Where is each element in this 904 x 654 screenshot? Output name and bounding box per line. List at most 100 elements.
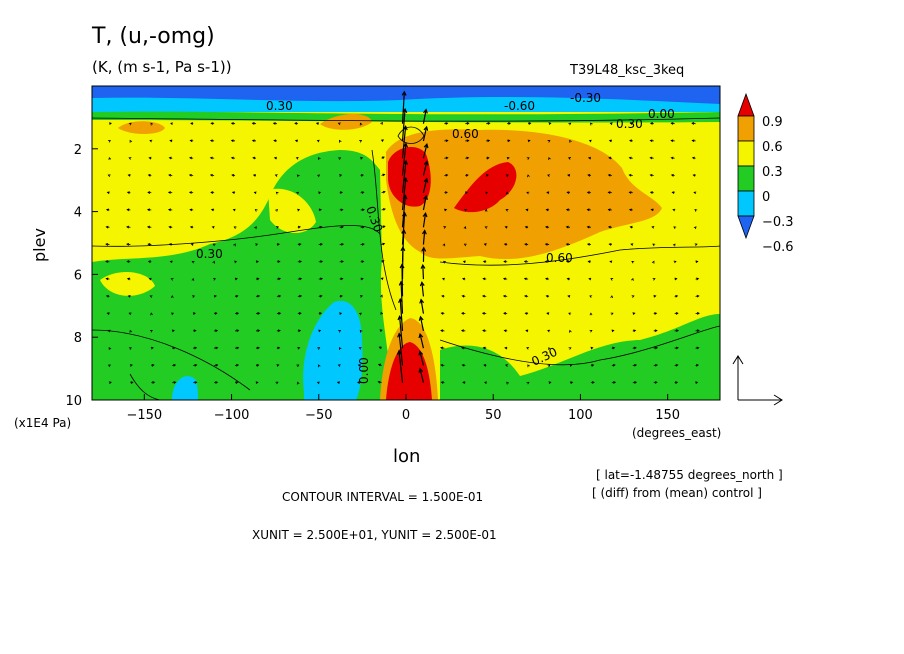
colorbar-swatch	[737, 115, 755, 142]
vector-arrow-head	[611, 329, 615, 333]
vector-arrow	[419, 368, 425, 383]
vector-arrow-head	[503, 329, 507, 333]
vector-arrow-head	[252, 156, 256, 160]
cyan-pocket-small	[172, 376, 198, 400]
vector-arrow	[422, 265, 425, 280]
vector-arrow-head	[502, 277, 506, 281]
vector-arrow-head	[148, 277, 152, 281]
vector-arrow-head	[612, 363, 616, 367]
y-axis-ticks: 2 4 6 8 10	[65, 143, 98, 409]
vector-arrow-head	[252, 173, 256, 177]
vector-arrow-head	[402, 194, 408, 200]
vector-arrow-head	[484, 381, 488, 385]
vector-arrow	[401, 195, 406, 228]
vector-arrow-head	[502, 294, 506, 298]
x-tick-label: −50	[305, 408, 332, 423]
y-axis-unit: (x1E4 Pa)	[14, 416, 72, 430]
chart-title: T, (u,-omg)	[92, 24, 215, 49]
vector-arrow-head	[278, 312, 282, 315]
vector-arrow-head	[276, 243, 280, 246]
vector-arrow-head	[651, 225, 655, 229]
vector-arrow-head	[318, 191, 322, 195]
red-core-surface	[386, 342, 432, 400]
colorbar-label: −0.3	[762, 215, 794, 230]
vector-arrow-head	[628, 208, 632, 212]
vector-arrow-head	[402, 107, 408, 114]
vector-arrow-head	[318, 208, 322, 212]
vector-arrow-head	[423, 177, 429, 183]
vector-arrow-head	[567, 157, 571, 160]
vector-arrow-head	[106, 312, 110, 315]
vector-arrow-head	[696, 329, 700, 333]
vector-arrow-head	[191, 277, 195, 281]
vector-arrow-head	[298, 312, 302, 315]
vector-arrow-head	[168, 243, 172, 246]
contour-label: 0.60	[452, 127, 479, 141]
vector-arrow-head	[675, 329, 679, 333]
vector-arrow-head	[338, 157, 342, 160]
vector-arrow-head	[401, 90, 407, 96]
vector-arrow-head	[147, 242, 151, 246]
vector-arrow-head	[296, 174, 300, 178]
vector-arrow-head	[234, 260, 238, 264]
vector-arrow-head	[150, 122, 154, 126]
x-tick-label: −150	[126, 408, 162, 423]
vector-arrow-head	[360, 173, 364, 177]
vector-arrow-head	[130, 381, 134, 384]
vector-arrow-head	[445, 173, 449, 177]
vector-arrow-head	[150, 346, 154, 350]
vector-arrow-head	[361, 260, 365, 264]
vector-arrow-head	[338, 347, 342, 350]
vector-arrow-head	[189, 156, 193, 160]
vector-arrow-head	[273, 156, 277, 160]
vector-arrow-head	[254, 226, 257, 230]
vector-arrow-head	[171, 329, 175, 333]
colorbar-extend-top	[737, 92, 755, 117]
vector-arrow-head	[403, 142, 409, 148]
yellow-intrusion	[268, 188, 316, 234]
vector-arrow-head	[320, 260, 324, 264]
vector-arrow-head	[441, 294, 445, 298]
vector-arrow-head	[466, 122, 470, 125]
vector-arrow-head	[277, 260, 281, 264]
vector-arrow-head	[126, 277, 130, 281]
vector-arrow-head	[463, 226, 467, 230]
vector-arrow-head	[692, 173, 696, 177]
vector-arrow-head	[210, 208, 214, 212]
vector-arrow-head	[524, 225, 528, 229]
vector-arrow-head	[440, 329, 444, 333]
vector-arrow-head	[382, 208, 386, 211]
vector-arrow-head	[319, 225, 323, 229]
contour-label: 0.30	[196, 247, 223, 261]
vector-arrow-head	[278, 277, 282, 281]
vector-arrow-head	[482, 329, 486, 333]
vector-arrow-head	[105, 208, 109, 212]
vector-arrow-head	[277, 346, 281, 350]
vector-arrow-head	[191, 295, 195, 298]
y-tick-label: 6	[74, 268, 82, 283]
vector-arrow-head	[461, 363, 465, 367]
vector-arrow-head	[377, 363, 381, 367]
vector-arrow	[419, 334, 425, 349]
vector-arrow-head	[380, 121, 383, 125]
vector-arrow-head	[691, 139, 695, 143]
plot-area	[92, 86, 720, 400]
vector-arrow-head	[339, 139, 342, 143]
vector-arrow-head	[209, 139, 213, 143]
vector-arrow-head	[340, 208, 344, 212]
vector-arrow-head	[444, 208, 448, 212]
y-tick-label: 2	[74, 143, 82, 158]
vector-arrow-head	[360, 156, 364, 160]
vector-arrow-head	[236, 363, 240, 367]
vector-arrow-head	[403, 159, 409, 165]
x-axis-label: lon	[393, 446, 421, 467]
vector-arrow-head	[485, 174, 489, 177]
vector-arrow-head	[194, 363, 198, 367]
vector-arrow-head	[613, 381, 617, 384]
vector-arrow-head	[607, 191, 611, 194]
vector-arrow-head	[152, 381, 156, 384]
vector-arrow-head	[231, 191, 235, 195]
vector-arrow-head	[380, 311, 384, 315]
vector-arrow-head	[236, 329, 240, 333]
vector-arrow-head	[609, 260, 613, 264]
